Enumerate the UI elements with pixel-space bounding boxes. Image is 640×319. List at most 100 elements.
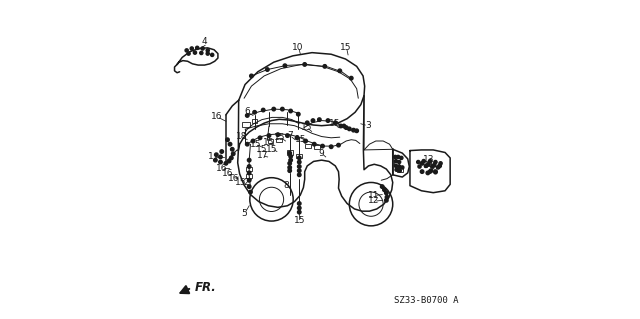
Circle shape bbox=[349, 77, 353, 80]
Circle shape bbox=[246, 114, 249, 117]
Circle shape bbox=[424, 164, 428, 167]
Circle shape bbox=[428, 160, 431, 163]
Text: 16: 16 bbox=[211, 112, 222, 121]
Circle shape bbox=[298, 156, 301, 160]
Text: 1: 1 bbox=[208, 152, 214, 161]
Circle shape bbox=[295, 136, 299, 140]
Circle shape bbox=[400, 156, 403, 160]
Circle shape bbox=[268, 134, 271, 137]
Circle shape bbox=[272, 107, 275, 111]
Circle shape bbox=[289, 159, 292, 162]
Circle shape bbox=[187, 52, 190, 55]
Circle shape bbox=[214, 153, 218, 157]
Circle shape bbox=[303, 63, 307, 66]
Circle shape bbox=[428, 170, 431, 173]
Circle shape bbox=[248, 159, 251, 162]
Text: SZ33-B0700 A: SZ33-B0700 A bbox=[394, 296, 459, 305]
Circle shape bbox=[342, 124, 346, 128]
Circle shape bbox=[253, 110, 257, 114]
Circle shape bbox=[259, 136, 262, 140]
Circle shape bbox=[438, 164, 442, 168]
Circle shape bbox=[230, 147, 234, 151]
Circle shape bbox=[219, 160, 222, 164]
Circle shape bbox=[288, 152, 291, 155]
Circle shape bbox=[383, 188, 386, 191]
Text: 8: 8 bbox=[284, 181, 289, 190]
Circle shape bbox=[338, 69, 342, 73]
Circle shape bbox=[220, 150, 223, 153]
Circle shape bbox=[200, 51, 203, 55]
Circle shape bbox=[276, 133, 280, 137]
Circle shape bbox=[398, 169, 401, 172]
Circle shape bbox=[434, 170, 437, 174]
Circle shape bbox=[304, 139, 307, 143]
Circle shape bbox=[285, 134, 289, 137]
Text: 4: 4 bbox=[202, 37, 207, 46]
Text: 15: 15 bbox=[294, 135, 306, 144]
Circle shape bbox=[266, 68, 269, 71]
Circle shape bbox=[321, 144, 324, 148]
Text: 14: 14 bbox=[423, 161, 434, 170]
Circle shape bbox=[417, 160, 420, 164]
Text: 15: 15 bbox=[340, 43, 352, 52]
Circle shape bbox=[344, 126, 348, 130]
Text: 15: 15 bbox=[328, 119, 340, 128]
Text: 15: 15 bbox=[266, 145, 278, 154]
Circle shape bbox=[248, 185, 251, 188]
Circle shape bbox=[311, 119, 315, 122]
Circle shape bbox=[280, 107, 284, 111]
Circle shape bbox=[224, 161, 228, 165]
Circle shape bbox=[395, 168, 398, 171]
Circle shape bbox=[193, 51, 196, 54]
Circle shape bbox=[337, 143, 340, 147]
Circle shape bbox=[330, 145, 333, 149]
Circle shape bbox=[426, 171, 429, 175]
Circle shape bbox=[339, 124, 342, 128]
Circle shape bbox=[248, 165, 251, 168]
Circle shape bbox=[385, 191, 388, 195]
Circle shape bbox=[288, 169, 291, 172]
Text: 9: 9 bbox=[319, 149, 324, 158]
Circle shape bbox=[422, 160, 425, 163]
Text: 3: 3 bbox=[365, 121, 371, 130]
Circle shape bbox=[248, 179, 251, 182]
Circle shape bbox=[326, 119, 330, 122]
Circle shape bbox=[333, 121, 337, 125]
Circle shape bbox=[226, 138, 229, 142]
Circle shape bbox=[248, 171, 251, 175]
Circle shape bbox=[317, 118, 321, 122]
Text: 15: 15 bbox=[275, 133, 286, 142]
Text: 15: 15 bbox=[301, 123, 312, 132]
Circle shape bbox=[298, 206, 301, 210]
Text: 7: 7 bbox=[287, 131, 292, 140]
Circle shape bbox=[312, 142, 316, 146]
Circle shape bbox=[296, 113, 300, 116]
Circle shape bbox=[228, 142, 232, 146]
Circle shape bbox=[429, 169, 433, 172]
Circle shape bbox=[249, 190, 252, 194]
Circle shape bbox=[394, 155, 397, 159]
Text: 13: 13 bbox=[422, 155, 434, 164]
Circle shape bbox=[420, 161, 424, 165]
Circle shape bbox=[289, 155, 292, 158]
Circle shape bbox=[434, 160, 437, 164]
Circle shape bbox=[206, 52, 209, 55]
Circle shape bbox=[288, 166, 291, 169]
Circle shape bbox=[418, 165, 421, 168]
Circle shape bbox=[232, 152, 235, 155]
Circle shape bbox=[185, 49, 188, 52]
Circle shape bbox=[385, 198, 388, 202]
Circle shape bbox=[230, 156, 233, 160]
Circle shape bbox=[298, 211, 301, 214]
Circle shape bbox=[394, 164, 397, 167]
Circle shape bbox=[298, 202, 301, 205]
Circle shape bbox=[196, 46, 199, 49]
Circle shape bbox=[262, 108, 265, 112]
Circle shape bbox=[380, 185, 384, 188]
Text: 15: 15 bbox=[234, 178, 246, 187]
Circle shape bbox=[214, 159, 217, 162]
Text: 18: 18 bbox=[236, 132, 248, 141]
Circle shape bbox=[401, 166, 404, 169]
Text: 16: 16 bbox=[216, 164, 227, 173]
Circle shape bbox=[298, 165, 301, 168]
